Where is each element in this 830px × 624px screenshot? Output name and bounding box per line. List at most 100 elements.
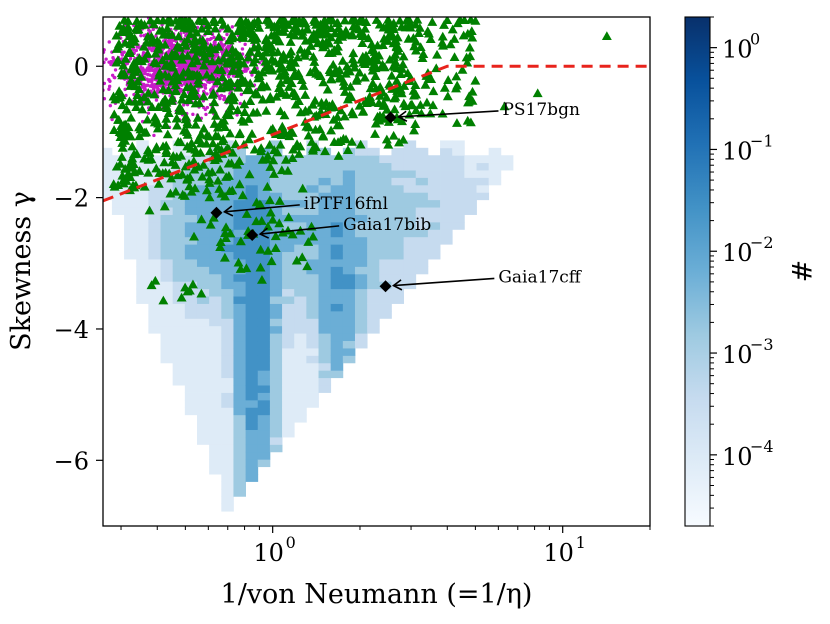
green-point bbox=[413, 28, 424, 38]
green-point bbox=[161, 114, 172, 123]
heatmap-cell bbox=[233, 370, 247, 379]
heatmap-cell bbox=[221, 340, 234, 349]
heatmap-cell bbox=[330, 362, 344, 371]
heatmap-cell bbox=[221, 503, 234, 512]
green-point bbox=[233, 257, 244, 267]
green-point bbox=[125, 81, 136, 90]
green-point bbox=[267, 214, 278, 224]
green-point bbox=[253, 73, 264, 83]
heatmap-cell bbox=[148, 303, 161, 312]
magenta-point bbox=[110, 73, 115, 77]
heatmap-cell bbox=[379, 273, 392, 282]
green-point bbox=[425, 34, 436, 43]
heatmap-cell bbox=[196, 273, 210, 282]
heatmap-cell bbox=[172, 236, 186, 245]
green-point bbox=[166, 57, 177, 67]
green-point bbox=[230, 139, 241, 149]
heatmap-cell bbox=[221, 333, 234, 342]
green-point bbox=[184, 71, 195, 81]
green-point bbox=[263, 65, 274, 74]
green-point bbox=[109, 125, 120, 134]
green-point bbox=[124, 131, 135, 141]
magenta-point bbox=[203, 107, 208, 112]
heatmap-cell bbox=[294, 340, 307, 349]
green-point bbox=[152, 36, 163, 45]
magenta-point bbox=[103, 60, 106, 65]
heatmap-cell bbox=[160, 229, 174, 238]
heatmap-cell bbox=[196, 310, 210, 319]
heatmap-cell bbox=[160, 236, 174, 245]
colorbar-tick-label: 10 bbox=[722, 137, 753, 165]
green-point bbox=[176, 292, 187, 302]
green-point bbox=[162, 129, 173, 139]
heatmap-cell bbox=[306, 177, 319, 186]
heatmap-cell bbox=[306, 310, 319, 319]
heatmap-cell bbox=[196, 370, 210, 379]
heatmap-cell bbox=[282, 348, 295, 356]
magenta-point bbox=[222, 97, 226, 102]
green-point bbox=[117, 70, 128, 80]
green-point bbox=[377, 59, 388, 69]
x-tick-label: 10 bbox=[253, 539, 284, 567]
heatmap-cell bbox=[148, 281, 161, 290]
heatmap-cell bbox=[342, 155, 356, 164]
heatmap-cell bbox=[294, 288, 307, 297]
heatmap-cell bbox=[196, 355, 210, 364]
green-point bbox=[449, 34, 460, 43]
heatmap-cell bbox=[160, 281, 174, 290]
heatmap-cell bbox=[342, 325, 356, 334]
green-point bbox=[449, 52, 460, 62]
heatmap-cell bbox=[233, 288, 247, 297]
heatmap-layer bbox=[103, 140, 514, 512]
green-point bbox=[198, 17, 209, 26]
heatmap-cell bbox=[257, 385, 271, 393]
heatmap-cell bbox=[269, 281, 283, 290]
heatmap-cell bbox=[221, 481, 234, 490]
heatmap-cell bbox=[221, 488, 234, 497]
heatmap-cell bbox=[282, 281, 295, 290]
green-point bbox=[221, 48, 232, 57]
magenta-point bbox=[103, 97, 107, 101]
magenta-point bbox=[104, 57, 108, 61]
green-point bbox=[381, 92, 392, 102]
magenta-point bbox=[152, 69, 157, 74]
heatmap-cell bbox=[221, 251, 234, 260]
green-point bbox=[188, 44, 199, 54]
heatmap-cell bbox=[196, 244, 210, 253]
heatmap-cell bbox=[245, 429, 259, 438]
heatmap-cell bbox=[391, 244, 404, 253]
heatmap-cell bbox=[306, 348, 319, 356]
heatmap-cell bbox=[269, 207, 283, 215]
heatmap-cell bbox=[148, 288, 161, 297]
heatmap-cell bbox=[184, 273, 198, 282]
green-point bbox=[326, 23, 337, 32]
heatmap-cell bbox=[294, 221, 307, 230]
heatmap-cell bbox=[172, 273, 186, 282]
heatmap-cell bbox=[318, 170, 332, 178]
x-tick-exponent: 1 bbox=[576, 533, 586, 552]
heatmap-cell bbox=[221, 444, 234, 453]
heatmap-cell bbox=[354, 221, 368, 230]
annotation-label: Gaia17cff bbox=[498, 267, 582, 287]
heatmap-cell bbox=[209, 229, 222, 238]
heatmap-cell bbox=[257, 348, 271, 356]
green-point bbox=[251, 17, 262, 27]
heatmap-cell bbox=[233, 221, 247, 230]
green-point bbox=[161, 148, 172, 157]
heatmap-cell bbox=[415, 170, 429, 178]
green-point bbox=[174, 42, 185, 52]
heatmap-cell bbox=[233, 385, 247, 393]
green-point bbox=[331, 18, 342, 28]
heatmap-cell bbox=[306, 399, 319, 408]
heatmap-cell bbox=[209, 370, 222, 379]
green-point bbox=[357, 38, 368, 47]
colorbar-gradient bbox=[684, 16, 711, 527]
green-point bbox=[183, 94, 194, 104]
heatmap-cell bbox=[257, 422, 271, 431]
heatmap-cell bbox=[367, 303, 380, 312]
green-point bbox=[389, 104, 400, 114]
heatmap-cell bbox=[415, 259, 429, 267]
magenta-point bbox=[209, 68, 214, 72]
magenta-point bbox=[108, 103, 113, 108]
heatmap-cell bbox=[306, 370, 319, 379]
